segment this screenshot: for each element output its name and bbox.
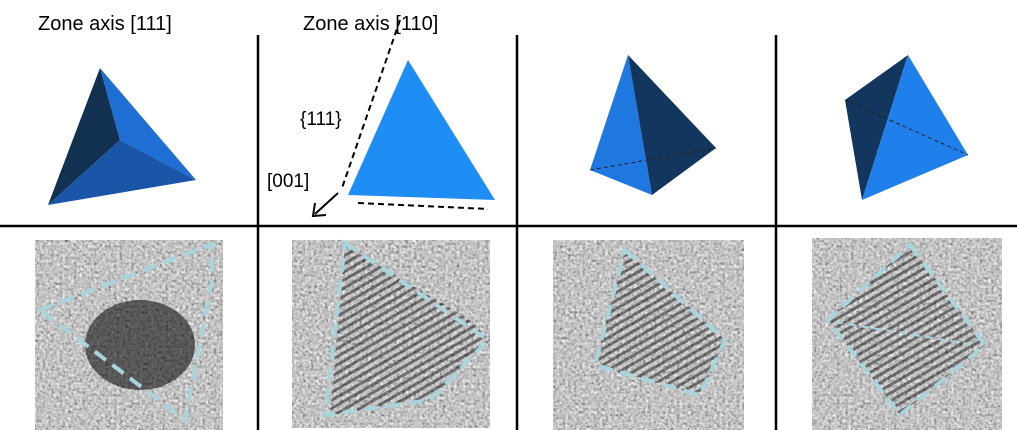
panel-title: Zone axis [111] (38, 13, 172, 35)
figure: Zone axis [111] Zone axis [110] {111} [0… (0, 0, 1017, 430)
micrograph (553, 240, 744, 430)
tetrahedron (845, 55, 968, 200)
panel-title: Zone axis [110] (303, 13, 438, 35)
tetrahedron (590, 55, 716, 195)
micrograph (812, 238, 1002, 430)
page: Zone axis [111] Zone axis [110] {111} [0… (0, 0, 1017, 430)
tetrahedron (48, 68, 196, 205)
micrograph (35, 240, 223, 430)
face-label: {111} (300, 109, 342, 130)
micrograph (292, 240, 490, 428)
direction-label: [001] (267, 171, 309, 192)
